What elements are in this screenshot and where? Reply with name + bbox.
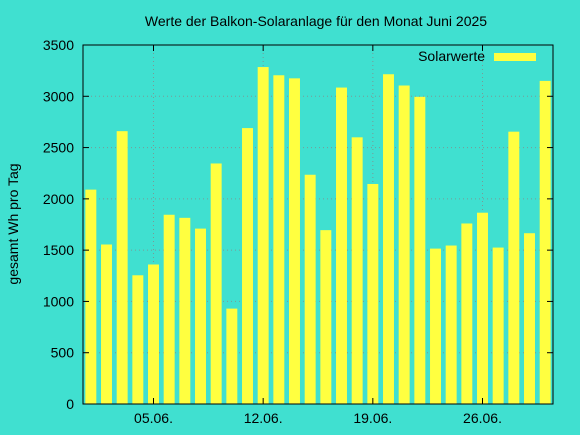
y-tick-label: 3500 — [43, 37, 74, 53]
y-tick-label: 2000 — [43, 191, 74, 207]
bar-2025-06-29 — [524, 233, 535, 404]
bar-2025-06-15 — [304, 174, 316, 404]
bar-2025-06-14 — [289, 78, 300, 404]
y-tick-label: 3000 — [43, 88, 74, 104]
bar-2025-06-03 — [116, 131, 128, 404]
bar-2025-06-09 — [210, 163, 222, 404]
bar-2025-06-26 — [477, 212, 488, 404]
bar-2025-06-28 — [508, 131, 520, 404]
y-tick-label: 1500 — [43, 242, 74, 258]
y-tick-label: 1000 — [43, 293, 74, 309]
bar-2025-06-01 — [85, 189, 97, 404]
bar-2025-06-17 — [336, 87, 347, 405]
bar-2025-06-05 — [148, 264, 159, 404]
bar-2025-06-19 — [367, 183, 379, 404]
legend-swatch — [494, 53, 536, 61]
x-tick-label: 19.06. — [353, 410, 392, 426]
x-axis-ticks: 05.06. 12.06. 19.06. 26.06. — [134, 45, 502, 426]
bar-2025-06-23 — [430, 248, 441, 404]
bar-2025-06-20 — [383, 74, 394, 405]
bar-2025-06-12 — [257, 67, 269, 404]
bar-2025-06-02 — [101, 244, 112, 404]
x-tick-label: 05.06. — [134, 410, 173, 426]
bar-2025-06-11 — [242, 128, 253, 404]
legend: Solarwerte — [418, 48, 536, 64]
bar-2025-06-13 — [273, 75, 285, 404]
y-axis-ticks: 0 500 1000 1500 2000 2500 3000 3500 — [43, 37, 553, 412]
bar-2025-06-16 — [320, 230, 332, 404]
bar-2025-06-24 — [445, 245, 457, 404]
bar-2025-06-04 — [132, 275, 144, 404]
x-tick-label: 12.06. — [244, 410, 283, 426]
bar-2025-06-22 — [414, 96, 426, 404]
bar-2025-06-25 — [461, 223, 473, 404]
y-tick-label: 2500 — [43, 140, 74, 156]
bar-2025-06-21 — [398, 85, 410, 404]
x-tick-label: 26.06. — [463, 410, 502, 426]
y-tick-label: 500 — [51, 345, 75, 361]
bar-2025-06-06 — [163, 214, 175, 404]
legend-label: Solarwerte — [418, 48, 485, 64]
bar-2025-06-08 — [195, 228, 206, 404]
bar-2025-06-30 — [539, 80, 551, 405]
plot-frame — [82, 44, 554, 405]
bars — [85, 67, 551, 405]
bar-2025-06-27 — [492, 247, 504, 404]
y-tick-label: 0 — [66, 396, 74, 412]
bar-2025-06-07 — [179, 217, 191, 404]
bar-2025-06-10 — [226, 308, 238, 404]
y-axis-label: gesamt Wh pro Tag — [5, 163, 21, 284]
chart-title: Werte der Balkon-Solaranlage für den Mon… — [145, 13, 487, 29]
bar-2025-06-18 — [351, 137, 363, 405]
